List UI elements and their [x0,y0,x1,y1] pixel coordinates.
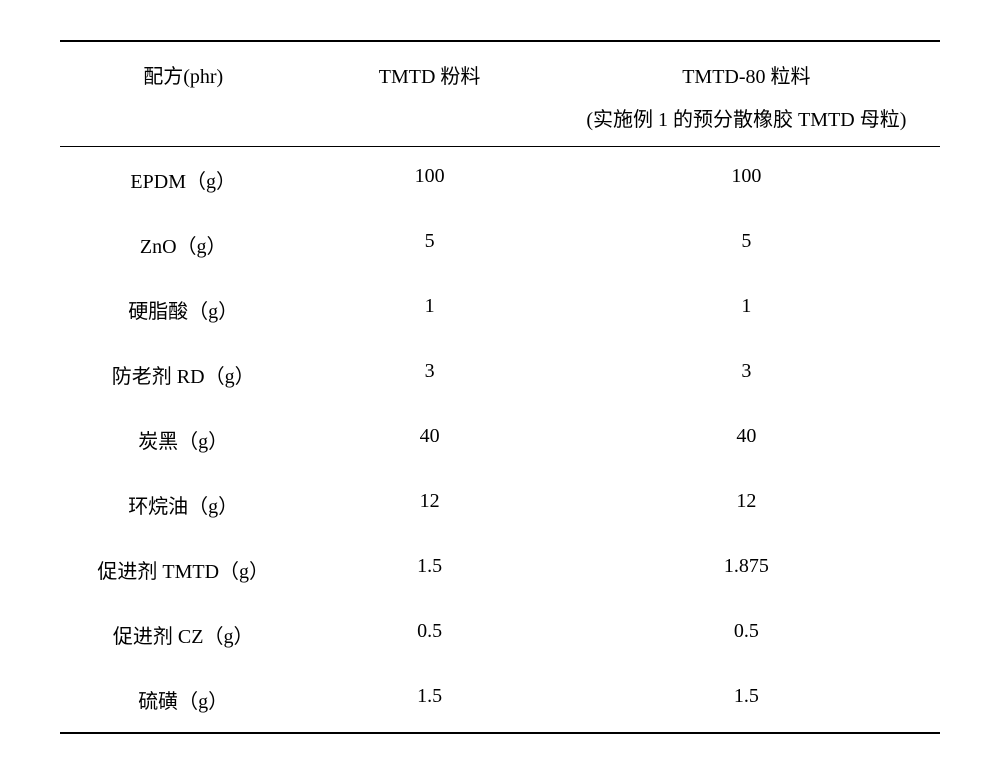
granule-value: 0.5 [553,602,940,667]
powder-value: 3 [306,342,552,407]
column-header-granule: TMTD-80 粒料 (实施例 1 的预分散橡胶 TMTD 母粒) [553,41,940,147]
powder-value: 5 [306,212,552,277]
powder-value: 1.5 [306,667,552,733]
powder-value: 1 [306,277,552,342]
header-subtext: (实施例 1 的预分散橡胶 TMTD 母粒) [563,103,930,132]
table-row: 防老剂 RD（g） 3 3 [60,342,940,407]
column-header-powder: TMTD 粉料 [306,41,552,147]
granule-value: 100 [553,147,940,213]
ingredient-label: 硫磺（g） [60,667,306,733]
ingredient-label: 防老剂 RD（g） [60,342,306,407]
granule-value: 40 [553,407,940,472]
granule-value: 1 [553,277,940,342]
ingredient-label: 促进剂 TMTD（g） [60,537,306,602]
granule-value: 1.875 [553,537,940,602]
table-row: 环烷油（g） 12 12 [60,472,940,537]
granule-value: 3 [553,342,940,407]
ingredient-label: EPDM（g） [60,147,306,213]
ingredient-label: 促进剂 CZ（g） [60,602,306,667]
table-row: 炭黑（g） 40 40 [60,407,940,472]
powder-value: 12 [306,472,552,537]
header-text: TMTD-80 粒料 [682,66,810,88]
granule-value: 5 [553,212,940,277]
ingredient-label: 环烷油（g） [60,472,306,537]
powder-value: 40 [306,407,552,472]
header-text: TMTD 粉料 [379,66,481,88]
granule-value: 12 [553,472,940,537]
table-row: EPDM（g） 100 100 [60,147,940,213]
table-row: ZnO（g） 5 5 [60,212,940,277]
column-header-formula: 配方(phr) [60,41,306,147]
powder-value: 0.5 [306,602,552,667]
powder-value: 1.5 [306,537,552,602]
header-text: 配方(phr) [143,66,223,88]
table-row: 硬脂酸（g） 1 1 [60,277,940,342]
ingredient-label: ZnO（g） [60,212,306,277]
ingredient-label: 炭黑（g） [60,407,306,472]
ingredient-label: 硬脂酸（g） [60,277,306,342]
granule-value: 1.5 [553,667,940,733]
powder-value: 100 [306,147,552,213]
formulation-table: 配方(phr) TMTD 粉料 TMTD-80 粒料 (实施例 1 的预分散橡胶… [60,40,940,734]
table-header-row: 配方(phr) TMTD 粉料 TMTD-80 粒料 (实施例 1 的预分散橡胶… [60,41,940,147]
table-row: 促进剂 TMTD（g） 1.5 1.875 [60,537,940,602]
table-row: 硫磺（g） 1.5 1.5 [60,667,940,733]
table-body: EPDM（g） 100 100 ZnO（g） 5 5 硬脂酸（g） 1 1 防老… [60,147,940,734]
table-row: 促进剂 CZ（g） 0.5 0.5 [60,602,940,667]
